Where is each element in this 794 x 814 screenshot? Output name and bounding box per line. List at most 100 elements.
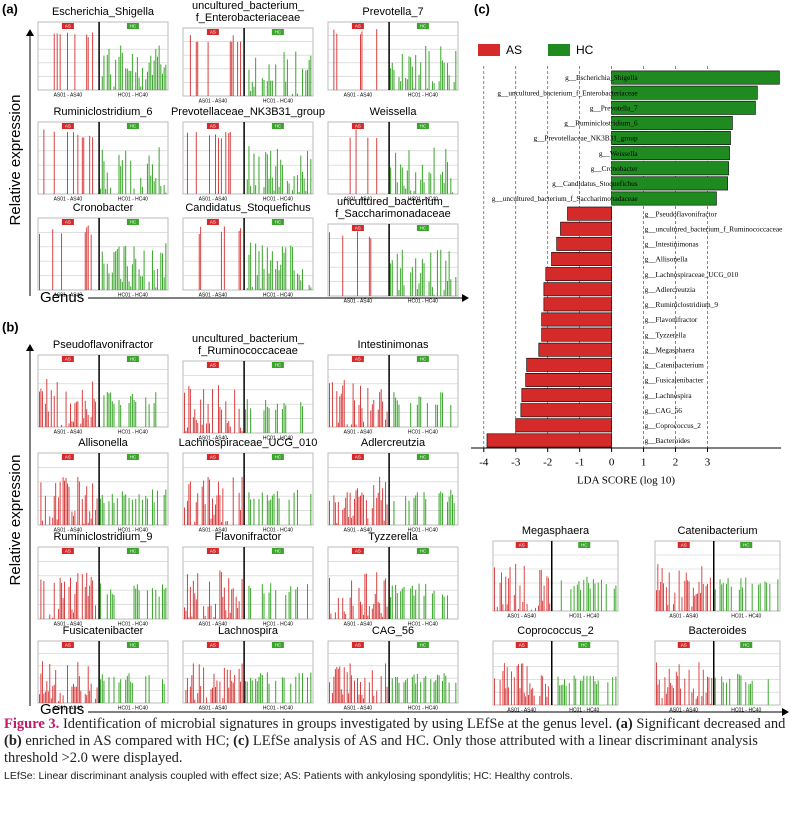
- texture-bar: [443, 289, 445, 296]
- sample-range: HC01 - HC40: [569, 707, 599, 713]
- texture-bar: [155, 178, 157, 194]
- texture-bar: [420, 179, 422, 194]
- texture-bar: [513, 595, 515, 611]
- texture-bar: [203, 480, 205, 525]
- texture-bar: [165, 243, 167, 290]
- texture-bar: [361, 408, 363, 427]
- texture-bar: [81, 389, 83, 427]
- texture-bar: [658, 679, 660, 705]
- texture-bar: [90, 576, 92, 619]
- texture-bar: [368, 606, 370, 619]
- x-axis-label: Genus: [40, 289, 84, 306]
- texture-bar: [113, 86, 115, 90]
- texture-bar: [415, 589, 417, 619]
- texture-bar: [219, 570, 221, 619]
- texture-bar: [258, 499, 260, 525]
- texture-bar: [691, 692, 693, 705]
- texture-bar: [78, 676, 80, 703]
- caption-label: Figure 3.: [4, 716, 60, 732]
- texture-bar: [523, 692, 525, 705]
- texture-bar: [535, 607, 536, 611]
- texture-bar: [525, 696, 527, 705]
- texture-bar: [108, 393, 110, 427]
- texture-bar: [222, 488, 224, 525]
- texture-bar: [226, 521, 228, 525]
- texture-bar: [126, 675, 128, 703]
- texture-bar: [250, 408, 252, 433]
- texture-bar: [702, 669, 704, 705]
- texture-bar: [339, 666, 341, 703]
- texture-bar: [719, 579, 721, 611]
- texture-bar: [155, 48, 157, 90]
- group-tag-label: AS: [355, 123, 361, 128]
- texture-bar: [306, 584, 308, 619]
- texture-bar: [355, 490, 357, 525]
- texture-bar: [386, 504, 388, 525]
- texture-bar: [395, 152, 397, 194]
- texture-bar: [67, 665, 68, 703]
- texture-bar: [245, 681, 247, 703]
- texture-bar: [769, 583, 771, 611]
- texture-bar: [215, 687, 216, 703]
- texture-bar: [200, 226, 202, 290]
- texture-bar: [418, 396, 420, 427]
- texture-bar: [251, 192, 253, 194]
- texture-bar: [707, 583, 708, 611]
- texture-bar: [189, 388, 191, 433]
- texture-bar: [106, 594, 108, 619]
- texture-bar: [58, 497, 60, 525]
- group-tag: [126, 219, 139, 225]
- group-tag-label: HC: [581, 642, 588, 647]
- texture-bar: [615, 585, 617, 611]
- texture-bar: [346, 672, 348, 703]
- texture-bar: [52, 229, 54, 290]
- texture-bar: [116, 248, 118, 290]
- texture-bar: [87, 666, 89, 703]
- texture-bar: [225, 401, 227, 433]
- texture-bar: [506, 604, 508, 611]
- texture-bar: [688, 669, 690, 705]
- texture-bar: [268, 408, 270, 433]
- x-tick-label: -1: [575, 457, 584, 469]
- texture-bar: [364, 574, 366, 619]
- group-tag-label: HC: [275, 548, 282, 553]
- sample-range: AS01 - AS40: [199, 196, 228, 202]
- texture-bar: [200, 399, 202, 433]
- texture-bar: [445, 260, 447, 296]
- texture-bar: [559, 685, 561, 705]
- texture-bar: [443, 182, 445, 194]
- texture-bar: [56, 519, 58, 525]
- texture-bar: [503, 663, 505, 705]
- texture-bar: [201, 424, 203, 433]
- texture-bar: [95, 698, 97, 703]
- texture-bar: [283, 403, 285, 433]
- texture-bar: [413, 497, 415, 525]
- texture-bar: [310, 55, 312, 96]
- texture-bar: [386, 606, 388, 619]
- texture-bar: [163, 67, 165, 90]
- group-tag-label: AS: [210, 548, 216, 553]
- texture-bar: [675, 671, 677, 705]
- texture-bar: [251, 81, 253, 96]
- texture-bar: [194, 699, 196, 703]
- texture-bar: [229, 612, 231, 619]
- texture-bar: [592, 579, 594, 611]
- group-tag: [126, 454, 139, 460]
- texture-bar: [433, 590, 435, 619]
- bar: [525, 373, 612, 387]
- texture-bar: [371, 404, 373, 427]
- texture-bar: [219, 406, 221, 433]
- texture-bar: [448, 682, 450, 703]
- texture-bar: [342, 694, 344, 703]
- texture-bar: [383, 580, 385, 619]
- texture-bar: [268, 273, 270, 290]
- legend-swatch: [478, 44, 500, 56]
- texture-bar: [100, 583, 102, 619]
- texture-bar: [408, 56, 410, 90]
- sample-range: AS01 - AS40: [344, 429, 373, 435]
- texture-bar: [101, 494, 103, 525]
- texture-bar: [115, 59, 117, 90]
- texture-bar: [398, 682, 400, 703]
- texture-bar: [522, 602, 524, 611]
- texture-bar: [576, 584, 578, 611]
